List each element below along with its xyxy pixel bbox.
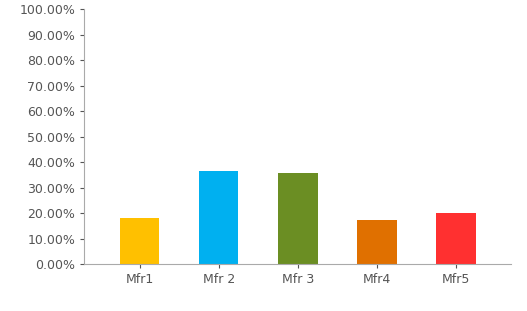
Bar (120, 218, 159, 264)
Bar (436, 213, 475, 264)
Bar (278, 173, 317, 264)
Bar (357, 220, 397, 264)
Bar (199, 171, 238, 264)
